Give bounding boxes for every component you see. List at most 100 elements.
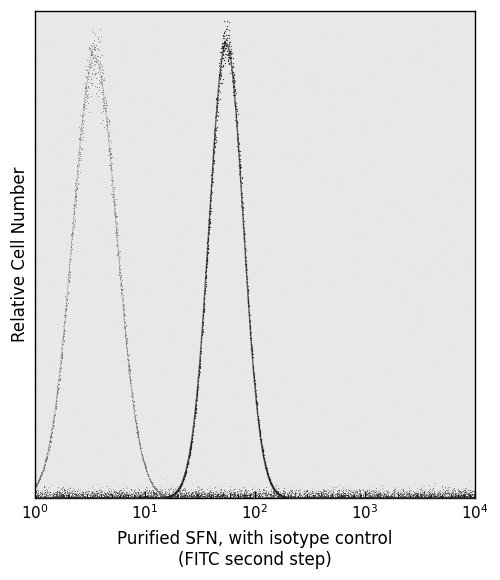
Point bbox=[94, 481, 102, 491]
Point bbox=[82, 89, 90, 99]
Point bbox=[48, 428, 56, 437]
Point bbox=[232, 425, 240, 434]
Point bbox=[418, 494, 426, 503]
Point bbox=[297, 494, 305, 503]
Point bbox=[426, 404, 434, 413]
Point bbox=[127, 381, 135, 390]
Point bbox=[180, 473, 188, 482]
Point bbox=[236, 494, 244, 503]
Point bbox=[430, 447, 438, 456]
Point bbox=[212, 494, 220, 503]
Point bbox=[240, 228, 248, 237]
Point bbox=[180, 472, 188, 481]
Point bbox=[44, 54, 52, 63]
Point bbox=[446, 327, 454, 336]
Point bbox=[146, 494, 154, 503]
Point bbox=[290, 492, 298, 502]
Point bbox=[471, 494, 479, 503]
Point bbox=[395, 494, 403, 503]
Point bbox=[310, 29, 318, 38]
Point bbox=[422, 490, 430, 499]
Point bbox=[298, 436, 306, 445]
Point bbox=[364, 494, 372, 503]
Point bbox=[352, 126, 360, 136]
Point bbox=[117, 486, 125, 495]
Point bbox=[191, 493, 199, 502]
Point bbox=[40, 494, 48, 503]
Point bbox=[436, 492, 444, 501]
Point bbox=[425, 494, 433, 503]
Point bbox=[133, 494, 141, 503]
Point bbox=[118, 451, 126, 461]
Point bbox=[431, 364, 439, 374]
Point bbox=[442, 225, 450, 234]
Point bbox=[297, 491, 305, 500]
Point bbox=[395, 494, 403, 503]
Point bbox=[402, 345, 409, 354]
Point bbox=[172, 488, 179, 498]
Point bbox=[420, 488, 428, 498]
Point bbox=[225, 34, 233, 43]
Point bbox=[194, 389, 202, 398]
Point bbox=[260, 457, 268, 466]
Point bbox=[135, 494, 143, 503]
Point bbox=[430, 487, 438, 496]
Point bbox=[243, 492, 251, 502]
Point bbox=[302, 494, 310, 503]
Point bbox=[368, 494, 376, 503]
Point bbox=[432, 219, 440, 229]
Point bbox=[364, 492, 372, 501]
Point bbox=[261, 492, 269, 502]
Point bbox=[295, 367, 303, 376]
Point bbox=[334, 494, 342, 503]
Point bbox=[151, 494, 159, 503]
Point bbox=[393, 493, 401, 502]
Point bbox=[418, 494, 426, 503]
Point bbox=[193, 390, 201, 400]
Point bbox=[134, 494, 141, 503]
Point bbox=[418, 494, 426, 503]
Point bbox=[132, 494, 140, 503]
Point bbox=[113, 492, 121, 501]
Point bbox=[356, 494, 364, 503]
Point bbox=[100, 285, 108, 295]
Point bbox=[355, 490, 363, 499]
Point bbox=[464, 494, 472, 503]
Point bbox=[202, 263, 210, 272]
Point bbox=[196, 346, 204, 355]
Point bbox=[420, 441, 428, 451]
Point bbox=[311, 52, 319, 61]
Point bbox=[260, 493, 268, 502]
Point bbox=[460, 494, 468, 503]
Point bbox=[432, 494, 440, 503]
Point bbox=[144, 137, 152, 146]
Point bbox=[239, 494, 247, 503]
Point bbox=[238, 494, 246, 503]
Point bbox=[242, 491, 250, 500]
Point bbox=[49, 494, 57, 503]
Point bbox=[56, 494, 64, 503]
Point bbox=[48, 167, 56, 176]
Point bbox=[440, 150, 448, 160]
Point bbox=[60, 492, 68, 501]
Point bbox=[42, 60, 50, 69]
Point bbox=[200, 494, 208, 503]
Point bbox=[96, 482, 104, 491]
Point bbox=[420, 434, 428, 444]
Point bbox=[464, 488, 471, 497]
Point bbox=[192, 494, 200, 503]
Point bbox=[186, 488, 194, 498]
Point bbox=[408, 494, 416, 503]
Point bbox=[294, 492, 302, 501]
Point bbox=[219, 44, 227, 53]
Point bbox=[162, 490, 170, 499]
Point bbox=[98, 119, 106, 128]
Point bbox=[166, 492, 173, 501]
Point bbox=[144, 488, 152, 497]
Point bbox=[411, 492, 419, 501]
Point bbox=[214, 492, 222, 502]
Point bbox=[464, 494, 472, 503]
Point bbox=[394, 175, 402, 184]
Point bbox=[309, 383, 317, 393]
Point bbox=[241, 186, 249, 195]
